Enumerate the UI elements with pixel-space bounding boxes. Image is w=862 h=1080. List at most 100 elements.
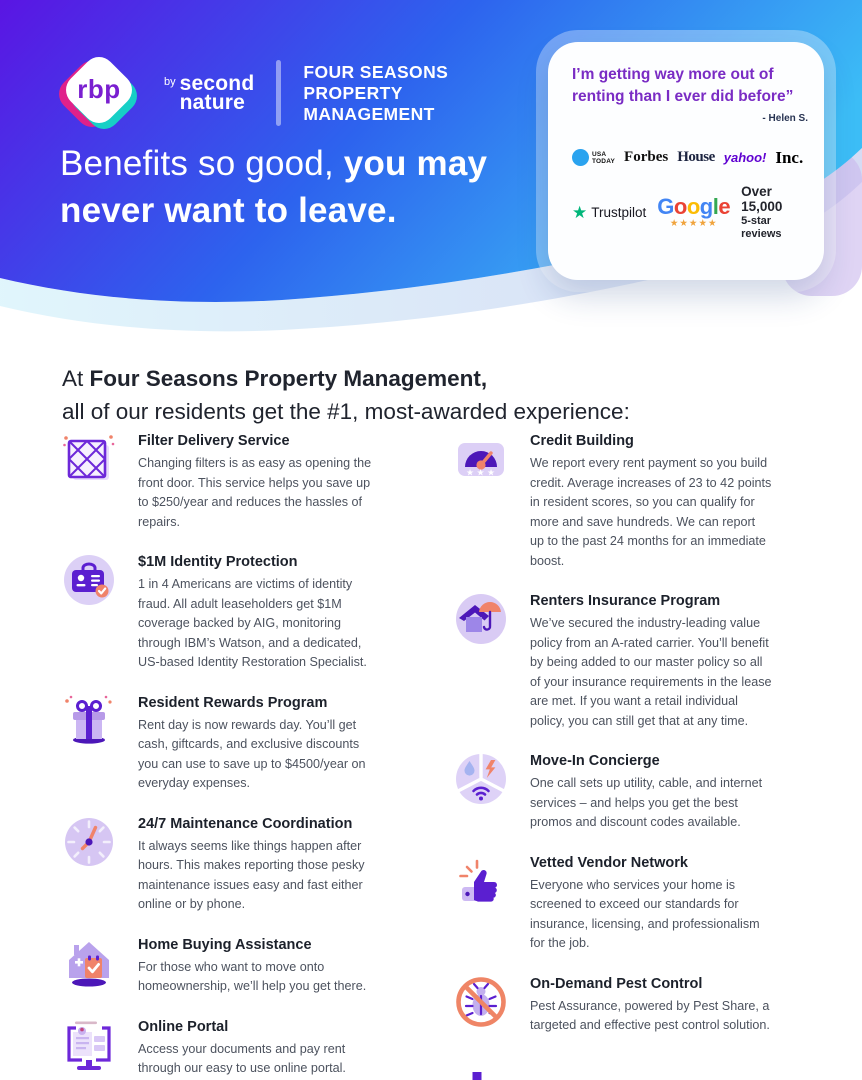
headline-bold-2: never want to leave.: [60, 191, 397, 231]
benefits-column-left: Filter Delivery Service Changing filters…: [62, 432, 420, 1080]
benefit-home-buying: Home Buying Assistance For those who wan…: [62, 936, 420, 997]
more-benefits-row: More: [454, 1069, 812, 1080]
benefit-filter-delivery: Filter Delivery Service Changing filters…: [62, 432, 420, 532]
google-logo: Google ★★★★★: [657, 193, 731, 229]
svg-text:★: ★: [477, 468, 485, 478]
testimonial-quote: I’m getting way more out of renting than…: [572, 66, 794, 106]
no-pest-icon: [454, 975, 508, 1029]
yahoo-logo: yahoo!: [723, 150, 767, 166]
benefit-desc: 1 in 4 Americans are victims of identity…: [138, 577, 367, 670]
benefit-desc: It always seems like things happen after…: [138, 838, 365, 912]
trustpilot-star-icon: ★: [572, 202, 588, 222]
benefit-vetted-vendors: Vetted Vendor Network Everyone who servi…: [454, 854, 812, 954]
clock-icon: [62, 815, 116, 869]
rbp-logo-text: rbp: [77, 74, 121, 104]
credit-gauge-icon: ★ ★ ★: [454, 432, 508, 486]
byline-line1: second: [179, 71, 255, 95]
testimonial-card-frame: I’m getting way more out of renting than…: [536, 30, 836, 292]
review-count-line1: Over 15,000: [741, 183, 783, 215]
trustpilot-label: Trustpilot: [591, 204, 647, 220]
benefit-title: $1M Identity Protection: [138, 554, 298, 571]
svg-text:★: ★: [466, 468, 474, 478]
company-line-1: FOUR SEASONS: [303, 61, 449, 82]
benefit-pest-control: On-Demand Pest Control Pest Assurance, p…: [454, 975, 812, 1036]
house-logo: House: [677, 149, 715, 166]
google-stars-icon: ★★★★★: [669, 217, 718, 229]
filter-icon: [62, 432, 116, 486]
benefit-renters-insurance: Renters Insurance Program We’ve secured …: [454, 592, 812, 731]
review-count: Over 15,000 5-star reviews: [741, 184, 802, 240]
logo-divider: [276, 60, 282, 126]
online-portal-icon: [62, 1018, 116, 1072]
benefit-title: Move-In Concierge: [530, 753, 660, 770]
benefit-title: 24/7 Maintenance Coordination: [138, 815, 353, 832]
inc-logo: Inc.: [775, 147, 804, 167]
trustpilot-logo: ★ Trustpilot: [572, 204, 646, 221]
benefit-desc: Pest Assurance, powered by Pest Share, a…: [530, 998, 770, 1033]
company-line-2: PROPERTY: [303, 82, 403, 103]
google-letter: e: [718, 193, 731, 219]
benefit-maintenance: 24/7 Maintenance Coordination It always …: [62, 815, 420, 915]
benefit-desc: Everyone who services your home is scree…: [530, 877, 760, 951]
company-name: FOUR SEASONS PROPERTY MANAGEMENT: [303, 62, 448, 125]
benefit-title: On-Demand Pest Control: [530, 975, 703, 992]
svg-text:★: ★: [487, 468, 495, 478]
benefits-column-right: ★ ★ ★ Credit Building We report every re…: [454, 432, 812, 1080]
google-letter: o: [686, 193, 700, 219]
thumbs-up-icon: [454, 854, 508, 908]
benefit-online-portal: Online Portal Access your documents and …: [62, 1018, 420, 1079]
benefit-identity-protection: $1M Identity Protection 1 in 4 Americans…: [62, 553, 420, 673]
move-in-utilities-icon: [454, 752, 508, 806]
benefit-desc: Rent day is now rewards day. You’ll get …: [138, 717, 366, 791]
id-card-icon: [62, 553, 116, 607]
second-nature-wordmark: second nature: [179, 71, 255, 114]
plus-icon: [454, 1069, 500, 1080]
benefit-title: Home Buying Assistance: [138, 936, 312, 953]
byline-by: by: [164, 75, 176, 88]
benefit-resident-rewards: Resident Rewards Program Rent day is now…: [62, 694, 420, 794]
benefit-move-in-concierge: Move-In Concierge One call sets up utili…: [454, 752, 812, 833]
usa-line1: USA: [592, 150, 607, 158]
section-title: At Four Seasons Property Management, all…: [62, 362, 630, 430]
section-title-company: Four Seasons Property Management,: [89, 365, 488, 391]
headline-bold-1: you may: [343, 144, 488, 183]
benefit-title: Resident Rewards Program: [138, 694, 328, 711]
benefits-columns: Filter Delivery Service Changing filters…: [62, 432, 812, 1080]
more-label: More: [528, 1079, 590, 1080]
section-title-line2: all of our residents get the #1, most-aw…: [62, 399, 630, 425]
google-letter: l: [712, 193, 719, 219]
testimonial-attribution: - Helen S.: [762, 112, 808, 124]
benefit-desc: One call sets up utility, cable, and int…: [530, 776, 763, 830]
insurance-umbrella-icon: [454, 592, 508, 646]
rbp-logo-badge: rbp: [52, 50, 144, 136]
benefit-title: Credit Building: [530, 433, 634, 449]
benefit-title: Filter Delivery Service: [138, 433, 290, 449]
benefit-desc: We report every rent payment so you buil…: [530, 456, 772, 568]
benefit-credit-building: ★ ★ ★ Credit Building We report every re…: [454, 432, 812, 571]
media-logos-row: USA TODAY Forbes House yahoo! Inc.: [572, 147, 804, 168]
benefit-title: Vetted Vendor Network: [530, 854, 688, 871]
gift-icon: [62, 694, 116, 748]
google-letter: g: [699, 193, 713, 219]
google-letter: o: [673, 193, 687, 219]
second-nature-logo: by second nature: [164, 71, 255, 114]
header-logo-row: rbp by second nature FOUR SEASONS PROPERT…: [52, 50, 448, 136]
benefit-title: Online Portal: [138, 1018, 229, 1035]
benefit-desc: For those who want to move onto homeowne…: [138, 959, 367, 994]
benefit-desc: Changing filters is as easy as opening t…: [138, 456, 372, 529]
usa-today-circle-icon: [572, 149, 589, 167]
usa-line2: TODAY: [592, 157, 616, 165]
byline-line2: nature: [179, 91, 246, 114]
benefit-desc: We’ve secured the industry-leading value…: [530, 616, 772, 728]
benefit-title: Renters Insurance Program: [530, 593, 721, 610]
testimonial-card: I’m getting way more out of renting than…: [548, 42, 824, 280]
reviews-row: ★ Trustpilot Google ★★★★★ Over 15,000 5-…: [572, 184, 802, 240]
usa-today-logo: USA TODAY: [572, 149, 615, 167]
forbes-logo: Forbes: [624, 149, 669, 166]
review-count-line2: 5-star reviews: [741, 214, 782, 240]
benefit-desc: Access your documents and pay rent throu…: [138, 1041, 346, 1076]
google-wordmark: Google: [657, 193, 731, 219]
usa-today-text: USA TODAY: [592, 151, 615, 165]
hero-headline: Benefits so good, you may never want to …: [60, 140, 487, 235]
